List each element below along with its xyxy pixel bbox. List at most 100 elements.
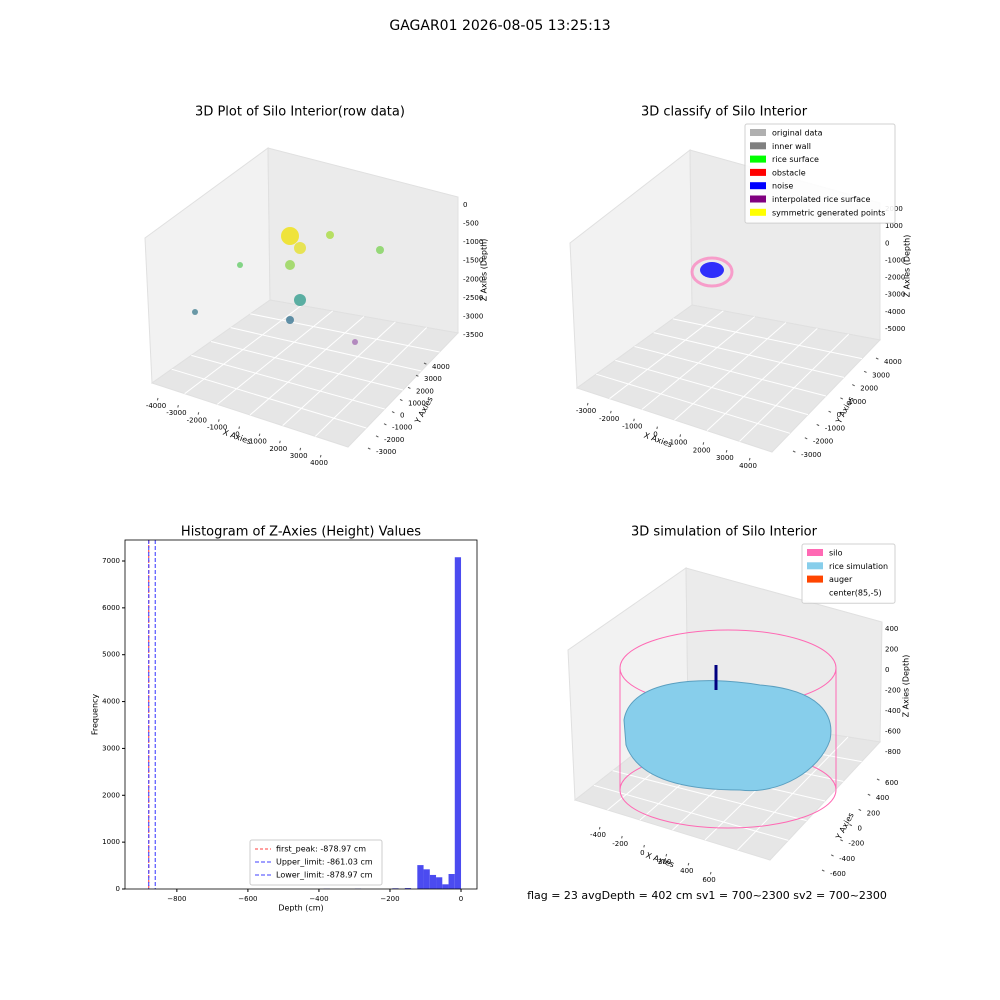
- xticks-label: 2000: [269, 445, 287, 453]
- yticks-label: 200: [867, 809, 880, 817]
- legend-label: noise: [772, 182, 793, 191]
- legend-box: [744, 123, 896, 224]
- x-tick-label: −400: [309, 895, 328, 903]
- yticks-label: -200: [848, 840, 864, 848]
- yticks-label: 0: [400, 412, 404, 420]
- point-cloud: [352, 339, 358, 345]
- tick-mark: [399, 398, 403, 402]
- tick-mark: [840, 839, 843, 842]
- tick-mark: [725, 450, 728, 453]
- yticks-label: -2000: [384, 436, 404, 444]
- legend-swatch: [750, 129, 766, 136]
- tick-mark: [197, 412, 200, 415]
- legend-swatch: [750, 155, 766, 163]
- tick-mark: [177, 405, 179, 408]
- yticks-label: -3000: [376, 448, 396, 456]
- zticks-label: 0: [463, 201, 467, 209]
- tick-mark: [828, 410, 832, 413]
- legend-label: obstacle: [772, 168, 806, 177]
- bar: [417, 865, 424, 889]
- point-cloud: [294, 242, 306, 254]
- zticks-label: 1000: [885, 222, 903, 230]
- legend-label: symmetric generated points: [772, 208, 885, 217]
- tick-mark: [621, 835, 623, 839]
- legend-label: center(85,-5): [829, 588, 882, 597]
- tick-mark: [586, 402, 589, 406]
- bar: [436, 877, 443, 889]
- tick-mark: [643, 844, 645, 848]
- chart-title: 3D Plot of Silo Interior(row data): [195, 105, 405, 120]
- zticks-label: -3500: [463, 331, 483, 339]
- legend-label: silo: [829, 549, 843, 558]
- y-tick-label: 0: [116, 885, 120, 893]
- zticks-label: -2000: [463, 275, 483, 283]
- y-tick-label: 2000: [102, 791, 120, 799]
- tick-mark: [375, 435, 379, 438]
- tick-mark: [821, 869, 825, 872]
- rice-surface: [623, 680, 832, 792]
- tick-mark: [258, 433, 261, 437]
- zlabel: Z Axies (Depth): [902, 655, 911, 718]
- xticks-label: 0: [640, 849, 644, 857]
- yticks-label: 4000: [432, 363, 450, 371]
- x-tick-label: 0: [459, 895, 463, 903]
- tick-mark: [679, 434, 682, 437]
- yticks-label: 2000: [860, 385, 878, 393]
- legend-swatch: [807, 549, 823, 556]
- legend-swatch: [807, 575, 823, 583]
- legend-label: Upper_limit: -861.03 cm: [276, 858, 373, 867]
- figure-title: GAGAR01 2026-08-05 13:25:13: [389, 18, 610, 34]
- yticks-label: 0: [837, 411, 841, 419]
- zticks-label: 0: [885, 666, 889, 674]
- tick-mark: [218, 419, 220, 422]
- point-cloud: [376, 246, 384, 254]
- plot-frame: [124, 539, 478, 890]
- zticks-label: -2500: [463, 294, 483, 302]
- ylabel: Y Axies: [834, 811, 856, 842]
- tick-mark: [804, 437, 808, 440]
- zticks-label: -600: [885, 728, 901, 736]
- xticks-label: 400: [680, 867, 693, 875]
- y-tick-label: 6000: [102, 604, 120, 612]
- y-tick-label: 4000: [102, 698, 120, 706]
- y-axis-label: Frequency: [91, 694, 100, 736]
- zticks-label: 400: [885, 625, 898, 633]
- zticks-label: 0: [885, 239, 889, 247]
- zticks-label: -500: [463, 220, 479, 228]
- xticks-label: 4000: [310, 459, 328, 467]
- tick-mark: [863, 370, 867, 373]
- zticks-label: -2000: [885, 274, 905, 282]
- xticks-label: 4000: [739, 462, 757, 470]
- tick-mark: [319, 454, 322, 458]
- xticks-label: -2000: [599, 415, 619, 423]
- legend-label: first_peak: -878.97 cm: [276, 845, 366, 854]
- tick-mark: [423, 362, 427, 365]
- legend-label: Lower_limit: -878.97 cm: [276, 871, 373, 880]
- xticks-label: -1000: [207, 423, 227, 431]
- legend-label: inner wall: [772, 142, 811, 151]
- xticks-label: 0: [235, 431, 239, 439]
- xticks-label: -3000: [576, 407, 596, 415]
- legend-swatch: [750, 208, 766, 216]
- chart-title: 3D classify of Silo Interior: [641, 105, 808, 120]
- tick-mark: [709, 871, 712, 875]
- xticks-label: 3000: [290, 452, 308, 460]
- yticks-label: 2000: [416, 387, 434, 395]
- xticks-label: 1000: [249, 438, 267, 446]
- bar: [423, 869, 430, 889]
- tick-mark: [858, 808, 862, 811]
- yticks-label: -600: [830, 870, 846, 878]
- xlabel: X Axies: [643, 431, 674, 450]
- point-cloud: [294, 294, 306, 306]
- y-tick-label: 1000: [102, 838, 120, 846]
- tick-mark: [816, 423, 820, 427]
- xticks-label: -400: [590, 831, 606, 839]
- xticks-label: -4000: [146, 402, 166, 410]
- tick-mark: [702, 442, 705, 445]
- tick-mark: [656, 426, 658, 430]
- legend-swatch: [807, 588, 823, 596]
- zlabel: Z Axies (Depth): [903, 235, 912, 298]
- point-cloud: [326, 231, 334, 239]
- x-tick-label: −600: [238, 895, 257, 903]
